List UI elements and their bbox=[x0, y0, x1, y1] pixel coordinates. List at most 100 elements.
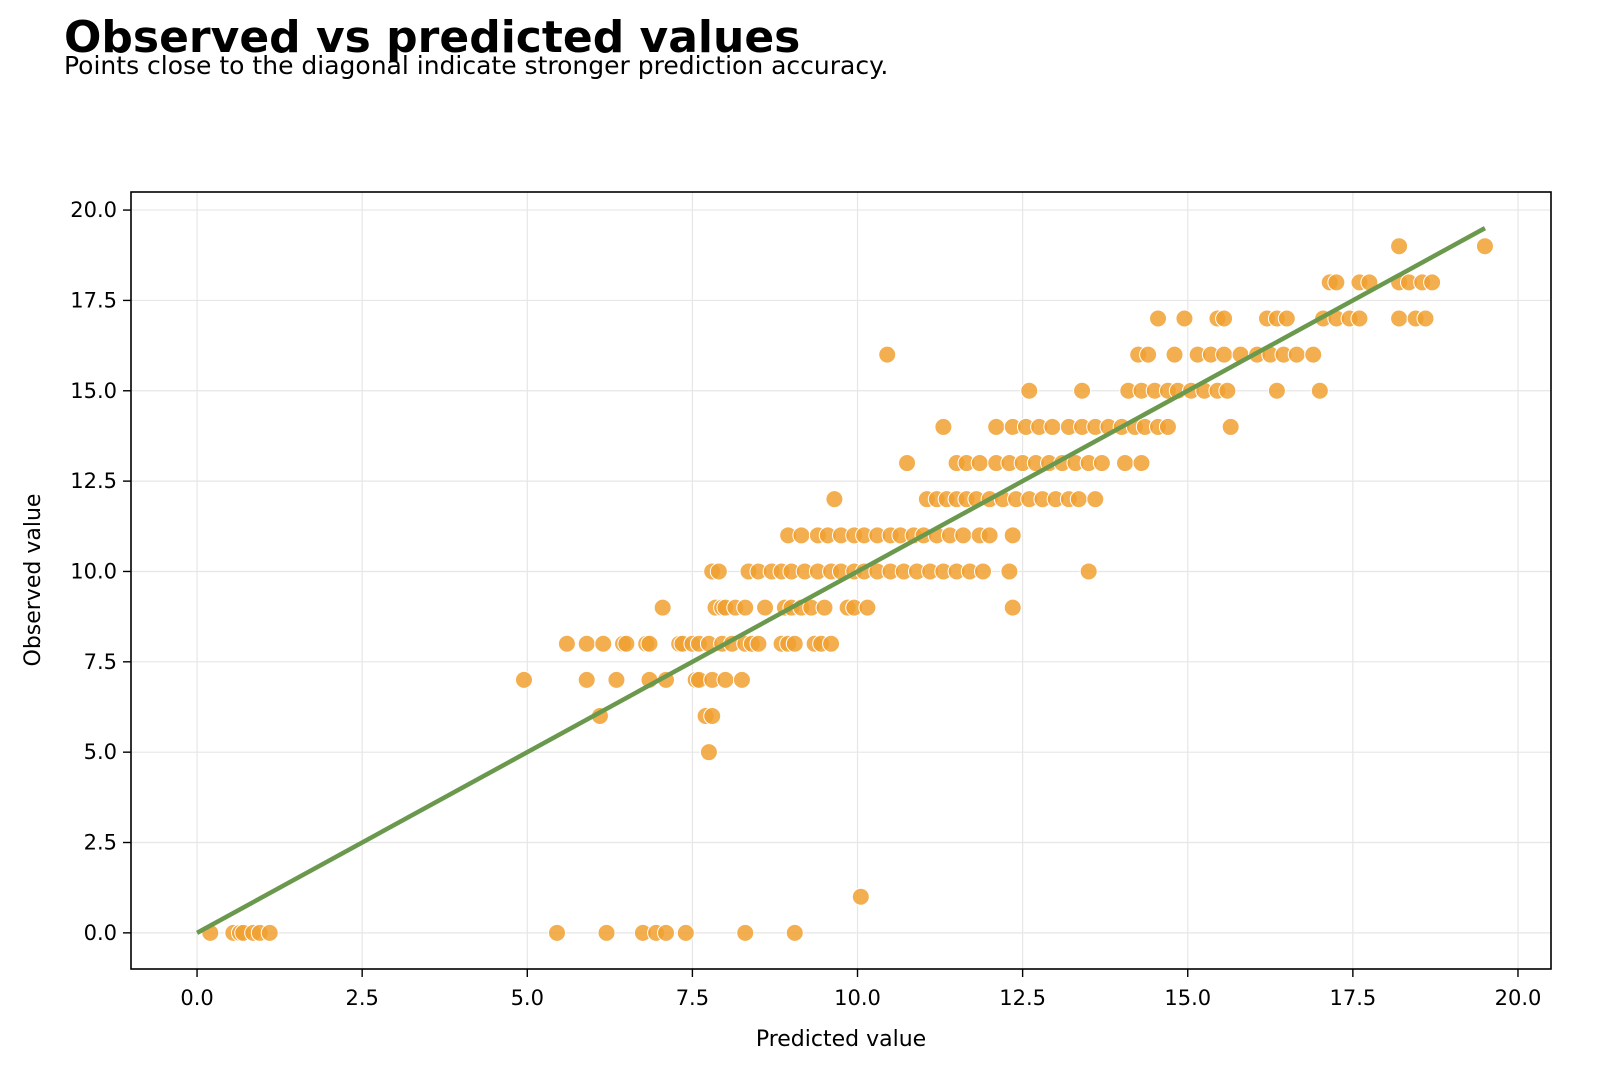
y-tick-label: 2.5 bbox=[84, 831, 117, 855]
axis-ticks: 0.0 2.5 5.0 7.5 10.0 12.5 15.0 17.5 20.0 0.0 2.5 5.… bbox=[70, 198, 1541, 1010]
data-point bbox=[934, 417, 953, 436]
data-point bbox=[851, 887, 870, 906]
data-point bbox=[954, 526, 973, 545]
data-point bbox=[676, 923, 695, 942]
data-point bbox=[980, 526, 999, 545]
data-point bbox=[260, 923, 279, 942]
data-point bbox=[756, 598, 775, 617]
data-point bbox=[703, 707, 722, 726]
y-tick-label: 5.0 bbox=[84, 740, 117, 764]
x-tick-label: 0.0 bbox=[180, 986, 213, 1010]
y-axis-label: Observed value bbox=[21, 494, 46, 667]
data-point bbox=[1020, 381, 1039, 400]
x-tick-label: 20.0 bbox=[1495, 986, 1542, 1010]
x-tick-label: 12.5 bbox=[999, 986, 1046, 1010]
data-point bbox=[1215, 345, 1234, 364]
reference-layer bbox=[195, 226, 1487, 935]
y-tick-label: 17.5 bbox=[70, 288, 117, 312]
data-point bbox=[785, 634, 804, 653]
chart-subtitle: Points close to the diagonal indicate st… bbox=[64, 51, 889, 80]
data-point bbox=[1158, 417, 1177, 436]
data-point bbox=[1139, 345, 1158, 364]
data-point bbox=[987, 417, 1006, 436]
data-point bbox=[825, 490, 844, 509]
data-point bbox=[1267, 381, 1286, 400]
x-tick-label: 7.5 bbox=[676, 986, 709, 1010]
y-tick-label: 10.0 bbox=[70, 559, 117, 583]
data-point bbox=[1475, 237, 1494, 256]
data-point bbox=[736, 923, 755, 942]
data-point bbox=[1390, 237, 1409, 256]
data-point bbox=[1423, 273, 1442, 292]
data-point bbox=[1221, 417, 1240, 436]
y-tick-label: 7.5 bbox=[84, 650, 117, 674]
data-point bbox=[640, 634, 659, 653]
data-point bbox=[514, 670, 533, 689]
data-point bbox=[1175, 309, 1194, 328]
y-tick-label: 20.0 bbox=[70, 198, 117, 222]
data-point bbox=[1165, 345, 1184, 364]
data-point bbox=[970, 454, 989, 473]
y-tick-label: 15.0 bbox=[70, 379, 117, 403]
x-tick-label: 2.5 bbox=[345, 986, 378, 1010]
data-points bbox=[201, 237, 1494, 942]
data-point bbox=[1350, 309, 1369, 328]
x-tick-label: 17.5 bbox=[1329, 986, 1376, 1010]
data-point bbox=[1287, 345, 1306, 364]
data-point bbox=[653, 598, 672, 617]
data-point bbox=[1132, 454, 1151, 473]
y-tick-label: 12.5 bbox=[70, 469, 117, 493]
y-tick-label: 0.0 bbox=[84, 921, 117, 945]
data-point bbox=[1079, 562, 1098, 581]
data-point bbox=[815, 598, 834, 617]
data-point bbox=[1092, 454, 1111, 473]
data-point bbox=[1218, 381, 1237, 400]
data-point bbox=[1000, 562, 1019, 581]
data-point bbox=[1073, 381, 1092, 400]
x-tick-label: 5.0 bbox=[511, 986, 544, 1010]
data-point bbox=[1149, 309, 1168, 328]
x-tick-label: 15.0 bbox=[1164, 986, 1211, 1010]
plot-frame bbox=[130, 191, 1552, 970]
x-axis-label: Predicted value bbox=[756, 1027, 926, 1052]
data-point bbox=[656, 923, 675, 942]
data-point bbox=[736, 598, 755, 617]
data-point bbox=[1003, 598, 1022, 617]
data-point bbox=[974, 562, 992, 581]
data-point bbox=[1215, 309, 1234, 328]
diagonal-reference-line bbox=[195, 226, 1487, 935]
data-point bbox=[1277, 309, 1296, 328]
data-point bbox=[1003, 526, 1022, 545]
data-point bbox=[709, 562, 728, 581]
data-point bbox=[594, 634, 613, 653]
data-point bbox=[1043, 417, 1062, 436]
data-point bbox=[822, 634, 841, 653]
data-point bbox=[785, 923, 804, 942]
data-point bbox=[557, 634, 576, 653]
data-point bbox=[577, 670, 596, 689]
data-point bbox=[1086, 490, 1105, 509]
data-point bbox=[792, 526, 811, 545]
data-point bbox=[1069, 490, 1088, 509]
data-point bbox=[617, 634, 636, 653]
data-point bbox=[716, 670, 735, 689]
data-point bbox=[878, 345, 897, 364]
data-point bbox=[1416, 309, 1435, 328]
data-point bbox=[732, 670, 751, 689]
data-point bbox=[1304, 345, 1323, 364]
data-point bbox=[577, 634, 596, 653]
data-point bbox=[548, 923, 566, 942]
data-point bbox=[607, 670, 626, 689]
data-point bbox=[1327, 273, 1346, 292]
data-point bbox=[1390, 309, 1409, 328]
x-tick-label: 10.0 bbox=[834, 986, 881, 1010]
chart-title: Observed vs predicted values bbox=[64, 12, 801, 63]
data-point bbox=[858, 598, 877, 617]
data-point bbox=[699, 743, 718, 762]
data-point bbox=[597, 923, 616, 942]
data-point bbox=[898, 454, 917, 473]
data-point bbox=[1310, 381, 1329, 400]
data-point bbox=[1116, 454, 1134, 473]
data-point bbox=[749, 634, 768, 653]
